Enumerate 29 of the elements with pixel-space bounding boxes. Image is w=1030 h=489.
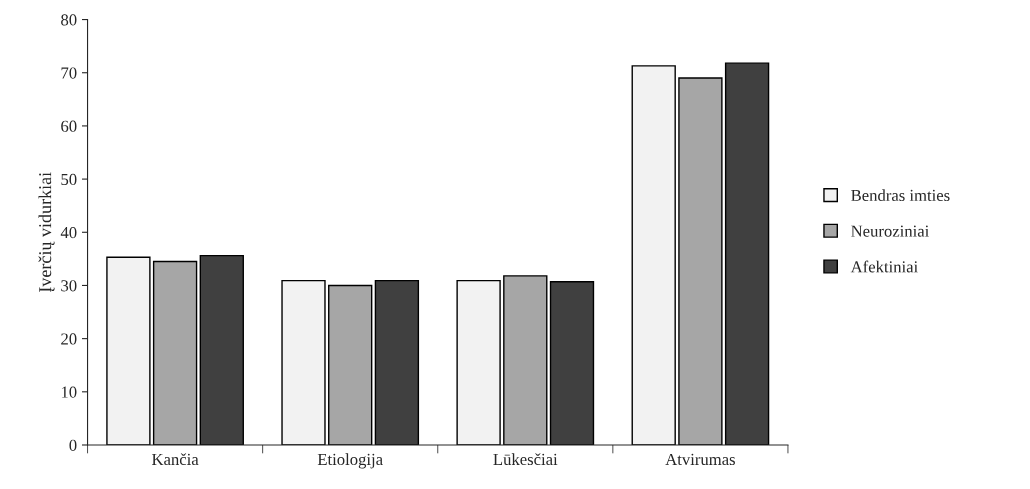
bar bbox=[631, 65, 676, 445]
bar bbox=[199, 254, 244, 445]
legend-label: Neuroziniai bbox=[851, 225, 929, 237]
x-tick-label: Atvirumas bbox=[665, 453, 735, 466]
legend-label: Afektiniai bbox=[850, 260, 918, 273]
bar bbox=[374, 279, 420, 445]
y-tick-label: 0 bbox=[69, 439, 77, 451]
legend-label: Bendras imties bbox=[851, 189, 950, 202]
bar bbox=[678, 77, 723, 445]
y-tick-label: 30 bbox=[61, 280, 77, 292]
bar bbox=[503, 275, 548, 445]
y-tick-label: 40 bbox=[60, 226, 77, 239]
x-tick-label: Etiologija bbox=[317, 453, 383, 469]
bar bbox=[456, 279, 501, 445]
bar bbox=[106, 256, 151, 445]
bar bbox=[549, 281, 595, 445]
y-tick-label: 80 bbox=[61, 14, 77, 26]
bar bbox=[724, 62, 770, 445]
x-tick-label: Lūkesčiai bbox=[493, 453, 558, 466]
y-axis-title: Įverčių vidurkiai bbox=[38, 172, 55, 293]
y-tick-label: 10 bbox=[61, 386, 77, 398]
y-tick-label: 70 bbox=[61, 67, 77, 79]
bar bbox=[152, 260, 198, 445]
y-tick-label: 50 bbox=[61, 173, 77, 186]
x-tick-label: Kančia bbox=[151, 453, 199, 466]
bar bbox=[281, 279, 326, 445]
bar bbox=[328, 284, 373, 445]
y-tick-label: 20 bbox=[61, 333, 77, 345]
y-tick-label: 60 bbox=[61, 120, 77, 132]
